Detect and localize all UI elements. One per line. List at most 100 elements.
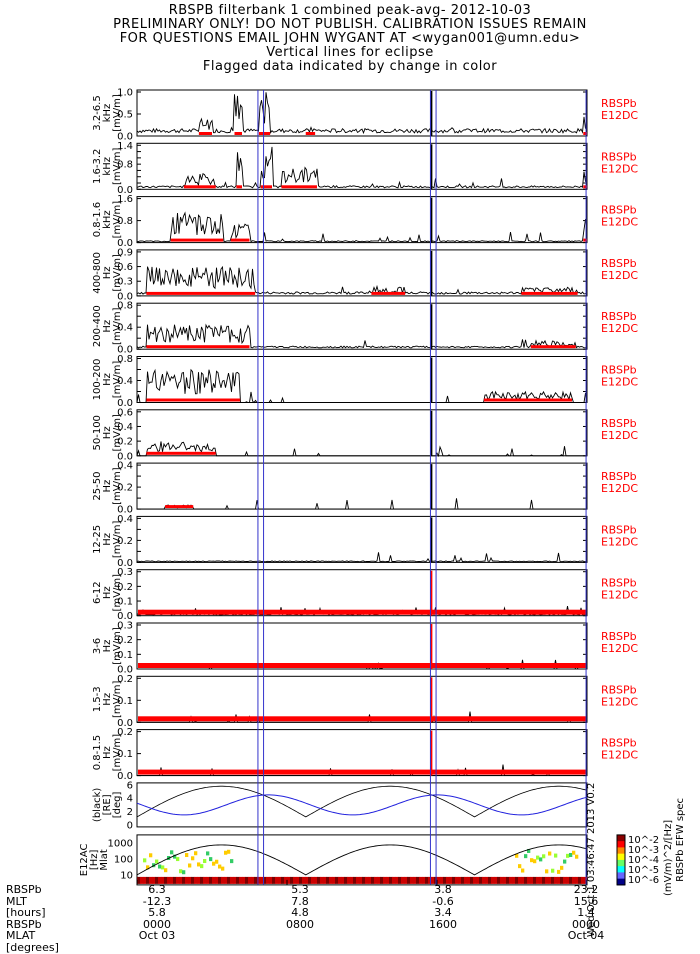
spec-cell <box>197 862 200 866</box>
spec-cell <box>248 877 251 884</box>
spec-cell <box>521 877 524 884</box>
spec-cell <box>530 858 533 862</box>
panel-yunit2: [mV/m] <box>112 734 123 772</box>
channel-tag: E12DC <box>601 322 638 335</box>
spec-cell <box>161 865 164 869</box>
spec-cell <box>545 877 548 884</box>
channel-tag: E12DC <box>601 535 638 548</box>
spec-cell <box>506 877 509 884</box>
panel-yunit2: [mV/m] <box>112 414 123 452</box>
spec-cell <box>212 877 215 884</box>
spec-cell <box>272 877 275 884</box>
spec-cell <box>551 869 554 873</box>
spec-cell <box>143 858 146 862</box>
spec-cell <box>566 854 569 858</box>
data-trace <box>137 267 587 295</box>
spec-cell <box>554 877 557 884</box>
spec-cell <box>563 877 566 884</box>
panel-yunit2: [mV/m] <box>112 307 123 345</box>
panel-frame <box>137 143 587 189</box>
spec-cell <box>203 859 206 863</box>
spec-cell <box>473 877 476 884</box>
orbit-y-tick: 6 <box>127 780 133 791</box>
spec-cell <box>401 877 404 884</box>
spec-cell <box>233 877 236 884</box>
spec-cell <box>422 877 425 884</box>
spec-cell <box>518 877 521 884</box>
x-tick-column: 23.2 15.6 1.4 0000 Oct 04 <box>556 884 616 942</box>
spec-cell <box>521 869 524 873</box>
spec-cell <box>371 877 374 884</box>
spec-cell <box>455 877 458 884</box>
panel-frame <box>137 463 587 509</box>
spec-cell <box>191 877 194 884</box>
spec-cell <box>350 877 353 884</box>
spec-cell <box>140 877 143 884</box>
flagged-segment <box>521 292 577 295</box>
spec-cell <box>215 877 218 884</box>
spec-ylabel3: Mlat <box>99 849 110 871</box>
spec-cell <box>314 877 317 884</box>
spec-cell <box>197 877 200 884</box>
panel-frame <box>137 197 587 243</box>
spec-cell <box>320 877 323 884</box>
flagged-band <box>138 610 586 615</box>
spec-cell <box>230 877 233 884</box>
panel-yunit2: [mV/m] <box>112 147 123 185</box>
spec-cell <box>227 850 230 854</box>
flagged-segment <box>199 132 212 135</box>
spec-cell <box>551 877 554 884</box>
spec-cell <box>512 877 515 884</box>
spec-cell <box>260 877 263 884</box>
spec-cell <box>311 877 314 884</box>
spec-cell <box>533 877 536 884</box>
channel-tag: E12DC <box>601 749 638 762</box>
spec-cell <box>353 877 356 884</box>
spec-cell <box>170 850 173 854</box>
panel-yunit2: [mV/m] <box>112 94 123 132</box>
spec-cell <box>380 877 383 884</box>
x-tick-lshell: 4.8 <box>270 907 330 919</box>
spec-cell <box>569 877 572 884</box>
colorbar-tick: 10^-6 <box>628 875 659 886</box>
x-tick-column: 5.3 7.8 4.8 0800 <box>270 884 330 930</box>
channel-tag: E12DC <box>601 482 638 495</box>
spec-cell <box>182 877 185 884</box>
spec-cell <box>206 851 209 855</box>
spec-cell <box>194 851 197 855</box>
spec-cell <box>278 877 281 884</box>
data-trace <box>137 370 587 403</box>
spec-cell <box>500 877 503 884</box>
colorbar-label: (mV/m)^2/[Hz] <box>663 820 674 896</box>
data-trace <box>137 92 587 133</box>
spec-cell <box>143 877 146 884</box>
spec-cell <box>149 853 152 857</box>
spec-cell <box>557 877 560 884</box>
spec-cell <box>212 862 215 866</box>
spec-cell <box>356 877 359 884</box>
spec-cell <box>326 877 329 884</box>
spec-y-tick: 100 <box>114 854 133 865</box>
channel-tag: E12DC <box>601 642 638 655</box>
spec-cell <box>224 851 227 855</box>
spec-cell <box>566 877 569 884</box>
x-tick-date: Oct 04 <box>556 930 616 942</box>
spec-cell <box>560 866 563 870</box>
channel-tag: E12DC <box>601 589 638 602</box>
spec-cell <box>425 877 428 884</box>
x-axis-row-labels: RBSPb MLT [hours] RBSPb MLAT [degrees] <box>6 884 59 953</box>
panel-yunit2: [mV/m] <box>112 521 123 559</box>
spec-cell <box>179 869 182 873</box>
flagged-segment <box>371 292 405 295</box>
spec-cell <box>404 877 407 884</box>
data-trace <box>137 552 587 561</box>
spec-cell <box>575 855 578 859</box>
spec-cell <box>218 877 221 884</box>
x-tick-mlt: 5.3 <box>270 884 330 896</box>
spec-cell <box>374 877 377 884</box>
flagged-segment <box>235 132 243 135</box>
spec-cell <box>542 854 545 858</box>
spec-cell <box>533 859 536 863</box>
flagged-segment <box>146 292 255 295</box>
spec-cell <box>557 870 560 874</box>
